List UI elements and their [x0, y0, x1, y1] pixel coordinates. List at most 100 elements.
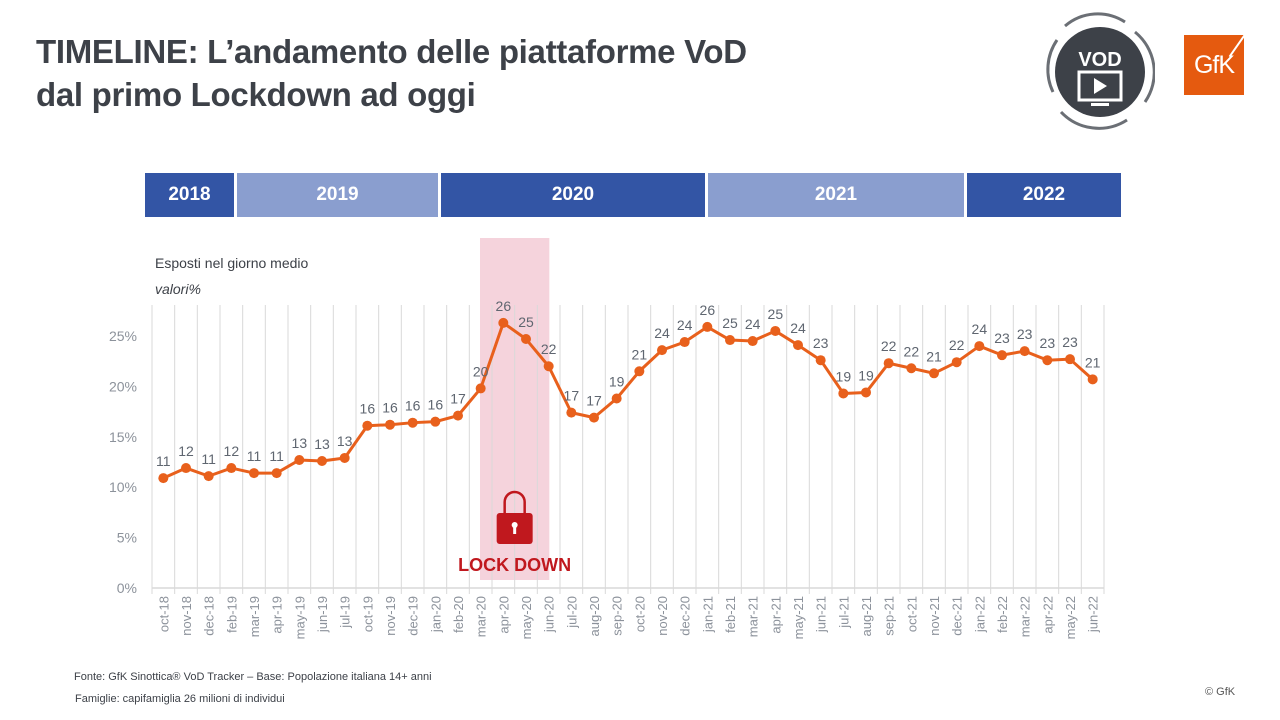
data-point [929, 368, 939, 379]
data-label: 12 [224, 443, 240, 459]
x-tick-label: mar-22 [1018, 596, 1033, 637]
data-label: 13 [314, 436, 330, 452]
x-tick-label: dec-20 [678, 596, 693, 636]
data-point [158, 473, 169, 484]
data-point [294, 454, 305, 465]
data-point [430, 416, 441, 427]
x-tick-label: jun-20 [542, 596, 557, 633]
data-point [793, 340, 803, 351]
x-tick-label: jun-21 [814, 596, 829, 633]
tv-play-icon [1077, 70, 1123, 106]
x-tick-label: feb-19 [224, 596, 239, 633]
y-tick-label: 15% [109, 429, 137, 445]
data-label: 20 [473, 363, 489, 379]
title-line-1: TIMELINE: L’andamento delle piattaforme … [36, 33, 747, 70]
data-label: 25 [518, 314, 534, 330]
data-label: 11 [201, 451, 216, 467]
data-label: 17 [450, 391, 466, 407]
x-tick-label: dec-19 [406, 596, 421, 636]
x-tick-label: sep-20 [610, 596, 625, 636]
x-tick-label: may-20 [519, 596, 534, 639]
data-point [566, 407, 577, 418]
x-tick-label: jan-20 [428, 596, 443, 633]
x-tick-label: mar-19 [247, 596, 262, 637]
data-point [1019, 346, 1030, 357]
data-point [974, 341, 985, 352]
x-tick-label: may-21 [791, 596, 806, 639]
data-label: 16 [405, 398, 421, 414]
data-label: 16 [360, 401, 376, 417]
year-2020: 2020 [441, 173, 705, 217]
x-tick-label: jan-21 [700, 596, 715, 633]
data-point [838, 388, 849, 399]
y-tick-label: 10% [109, 479, 137, 495]
data-point [951, 357, 962, 368]
data-label: 26 [496, 298, 512, 314]
x-tick-label: aug-20 [587, 596, 602, 636]
x-tick-label: apr-20 [496, 596, 511, 634]
data-point [634, 366, 645, 377]
y-tick-label: 25% [109, 328, 137, 344]
data-label: 22 [541, 341, 557, 357]
y-tick-label: 0% [117, 580, 137, 596]
data-label: 22 [904, 343, 920, 359]
x-tick-label: nov-21 [927, 596, 942, 636]
data-point [861, 387, 871, 398]
data-point [249, 468, 259, 479]
data-label: 13 [292, 435, 308, 451]
x-tick-label: jun-19 [315, 596, 330, 633]
x-tick-label: dec-18 [202, 596, 217, 636]
lock-icon [496, 490, 533, 544]
data-label: 23 [1017, 326, 1033, 342]
data-point [883, 358, 894, 369]
data-point [611, 393, 622, 404]
data-point [271, 468, 282, 479]
data-point [203, 471, 214, 482]
page-title: TIMELINE: L’andamento delle piattaforme … [36, 30, 747, 116]
gfk-logo: GfK [1184, 35, 1244, 95]
x-tick-label: may-19 [292, 596, 307, 639]
data-label: 19 [609, 373, 625, 389]
x-tick-label: jul-19 [338, 596, 353, 629]
data-point [1042, 355, 1053, 366]
data-point [747, 336, 758, 347]
x-tick-label: sep-21 [882, 596, 897, 636]
data-point [385, 419, 395, 430]
chart-title: Esposti nel giorno medio [155, 255, 309, 271]
data-point [521, 334, 531, 345]
chart-subtitle: valori% [155, 281, 201, 297]
data-point [1065, 354, 1075, 365]
data-label: 24 [745, 316, 761, 332]
data-point [725, 335, 735, 346]
data-point [906, 363, 917, 374]
data-label: 24 [677, 317, 693, 333]
vod-badge-label: VOD [1078, 49, 1121, 71]
data-point [815, 355, 826, 366]
data-label: 22 [881, 338, 897, 354]
data-point [407, 417, 418, 428]
x-tick-label: oct-18 [156, 596, 171, 632]
data-label: 24 [790, 320, 806, 336]
data-label: 19 [858, 367, 874, 383]
x-tick-label: feb-21 [723, 596, 738, 633]
data-point [679, 337, 690, 348]
data-label: 24 [972, 321, 988, 337]
data-label: 19 [836, 368, 852, 384]
data-label: 21 [926, 348, 942, 364]
x-tick-label: jun-22 [1086, 596, 1101, 633]
x-tick-label: nov-20 [655, 596, 670, 636]
data-point [702, 321, 713, 332]
title-line-2: dal primo Lockdown ad oggi [36, 76, 476, 113]
data-point [226, 463, 237, 474]
data-label: 23 [813, 335, 829, 351]
data-point [339, 452, 350, 463]
data-label: 26 [700, 302, 716, 318]
data-label: 23 [1040, 335, 1056, 351]
vod-badge: VOD [1046, 12, 1155, 130]
data-label: 11 [269, 448, 284, 464]
data-label: 22 [949, 337, 965, 353]
x-tick-label: dec-21 [950, 596, 965, 636]
x-tick-label: apr-19 [270, 596, 285, 634]
data-point [657, 345, 667, 356]
